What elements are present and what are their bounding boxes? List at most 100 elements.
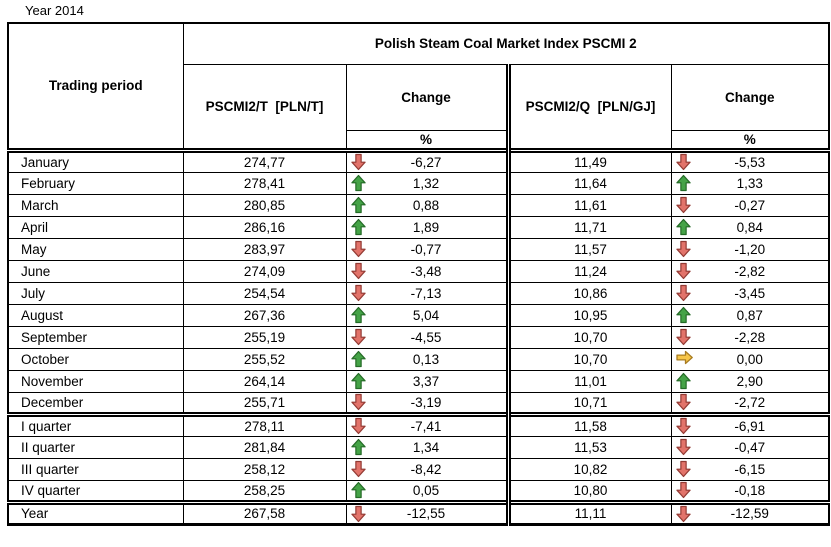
change-t-cell: -7,13 bbox=[345, 281, 509, 305]
arrow-up-icon bbox=[675, 306, 693, 324]
change-t-cell: -3,19 bbox=[345, 391, 509, 415]
arrow-up-icon bbox=[675, 372, 693, 390]
table-row: August 267,36 5,04 10,95 0,87 bbox=[7, 303, 830, 327]
arrow-down-icon bbox=[675, 328, 693, 346]
arrow-down-icon bbox=[675, 262, 693, 280]
arrow-down-icon bbox=[675, 284, 693, 302]
change-t-cell: -7,41 bbox=[345, 411, 509, 437]
change-t-cell: 5,04 bbox=[345, 303, 509, 327]
pscmi2q-value-cell: 11,71 bbox=[505, 215, 672, 239]
pscmi-table: Trading period Polish Steam Coal Market … bbox=[7, 22, 831, 526]
arrow-down-icon bbox=[350, 155, 368, 171]
table-row: December 255,71 -3,19 10,71 -2,72 bbox=[7, 391, 830, 415]
change-t-cell: -12,55 bbox=[345, 499, 509, 525]
change-t-cell: 1,34 bbox=[345, 435, 509, 459]
table-title: Polish Steam Coal Market Index PSCMI 2 bbox=[182, 22, 830, 65]
arrow-down-icon bbox=[675, 419, 693, 435]
change-q-value: -12,59 bbox=[730, 506, 769, 521]
change-q-cell: -1,20 bbox=[670, 237, 830, 261]
change-t-value: -7,41 bbox=[410, 418, 442, 434]
change-q-value: -5,53 bbox=[734, 154, 766, 170]
change-q-value: -1,20 bbox=[734, 241, 766, 257]
change-t-cell: -3,48 bbox=[345, 259, 509, 283]
pscmi2t-value-cell: 267,36 bbox=[182, 303, 347, 327]
arrow-down-icon bbox=[675, 240, 693, 258]
change-t-value: -12,55 bbox=[406, 506, 446, 521]
change-q-value: -6,91 bbox=[734, 418, 766, 434]
trading-period-cell: February bbox=[7, 171, 184, 195]
arrow-down-icon bbox=[350, 460, 368, 478]
pscmi2t-value-cell: 283,97 bbox=[182, 237, 347, 261]
arrow-up-icon bbox=[350, 438, 368, 456]
table-row: IV quarter 258,25 0,05 10,80 -0,18 bbox=[7, 479, 830, 503]
table-row: II quarter 281,84 1,34 11,53 -0,47 bbox=[7, 435, 830, 459]
trading-period-cell: April bbox=[7, 215, 184, 239]
header-change-q-unit: % bbox=[670, 129, 830, 151]
pscmi2q-value-cell: 11,49 bbox=[505, 147, 672, 173]
pscmi2t-value-cell: 255,52 bbox=[182, 347, 347, 371]
trading-period-cell: Year bbox=[7, 499, 184, 525]
change-t-value: -3,19 bbox=[410, 394, 442, 410]
trading-period-cell: November bbox=[7, 369, 184, 393]
change-q-cell: -6,15 bbox=[670, 457, 830, 481]
change-t-value: -8,42 bbox=[410, 461, 442, 477]
table-row: July 254,54 -7,13 10,86 -3,45 bbox=[7, 281, 830, 305]
table-row: February 278,41 1,32 11,64 1,33 bbox=[7, 171, 830, 195]
pscmi2t-value-cell: 286,16 bbox=[182, 215, 347, 239]
change-t-value: -0,77 bbox=[410, 241, 442, 257]
change-t-cell: 1,89 bbox=[345, 215, 509, 239]
change-q-cell: 1,33 bbox=[670, 171, 830, 195]
table-row: III quarter 258,12 -8,42 10,82 -6,15 bbox=[7, 457, 830, 481]
change-q-value: -3,45 bbox=[734, 285, 766, 301]
trading-period-cell: October bbox=[7, 347, 184, 371]
pscmi2q-value-cell: 11,01 bbox=[505, 369, 672, 393]
change-t-value: 1,89 bbox=[412, 219, 440, 235]
change-q-cell: -2,82 bbox=[670, 259, 830, 283]
arrow-up-icon bbox=[350, 350, 368, 368]
pscmi2t-value-cell: 274,09 bbox=[182, 259, 347, 283]
pscmi2t-value-cell: 255,19 bbox=[182, 325, 347, 349]
change-t-cell: -4,55 bbox=[345, 325, 509, 349]
pscmi2t-value-cell: 281,84 bbox=[182, 435, 347, 459]
trading-period-cell: IV quarter bbox=[7, 479, 184, 503]
change-q-value: -6,15 bbox=[734, 461, 766, 477]
table-row: November 264,14 3,37 11,01 2,90 bbox=[7, 369, 830, 393]
change-q-cell: -12,59 bbox=[670, 499, 830, 525]
arrow-up-icon bbox=[350, 218, 368, 236]
change-t-value: 0,05 bbox=[412, 482, 440, 498]
pscmi2q-value-cell: 10,82 bbox=[505, 457, 672, 481]
change-q-cell: -6,91 bbox=[670, 411, 830, 437]
trading-period-cell: July bbox=[7, 281, 184, 305]
change-t-cell: -6,27 bbox=[345, 147, 509, 173]
trading-period-cell: September bbox=[7, 325, 184, 349]
table-row: September 255,19 -4,55 10,70 -2,28 bbox=[7, 325, 830, 349]
arrow-up-icon bbox=[350, 372, 368, 390]
header-trading-period: Trading period bbox=[7, 22, 184, 151]
trading-period-cell: May bbox=[7, 237, 184, 261]
pscmi2q-value-cell: 11,58 bbox=[505, 411, 672, 437]
arrow-up-icon bbox=[675, 218, 693, 236]
change-t-cell: 3,37 bbox=[345, 369, 509, 393]
change-t-cell: 0,05 bbox=[345, 479, 509, 503]
arrow-down-icon bbox=[675, 460, 693, 478]
arrow-up-icon bbox=[350, 481, 368, 499]
header-pscmi2t: PSCMI2/T [PLN/T] bbox=[182, 63, 347, 151]
header-pscmi2q: PSCMI2/Q [PLN/GJ] bbox=[505, 63, 672, 151]
pscmi2t-value-cell: 254,54 bbox=[182, 281, 347, 305]
pscmi2q-value-cell: 11,61 bbox=[505, 193, 672, 217]
arrow-down-icon bbox=[675, 393, 693, 411]
change-t-value: 1,32 bbox=[412, 175, 440, 191]
pscmi2q-value-cell: 11,64 bbox=[505, 171, 672, 195]
trading-period-cell: I quarter bbox=[7, 411, 184, 437]
trading-period-cell: December bbox=[7, 391, 184, 415]
arrow-down-icon bbox=[675, 507, 693, 523]
trading-period-cell: August bbox=[7, 303, 184, 327]
pscmi2t-value-cell: 278,11 bbox=[182, 411, 347, 437]
change-t-cell: -0,77 bbox=[345, 237, 509, 261]
header-change-t: Change bbox=[345, 63, 509, 131]
change-t-value: -6,27 bbox=[410, 154, 442, 170]
change-q-value: 2,90 bbox=[736, 373, 763, 389]
change-t-value: -7,13 bbox=[410, 285, 442, 301]
pscmi2q-value-cell: 10,86 bbox=[505, 281, 672, 305]
arrow-down-icon bbox=[350, 240, 368, 258]
